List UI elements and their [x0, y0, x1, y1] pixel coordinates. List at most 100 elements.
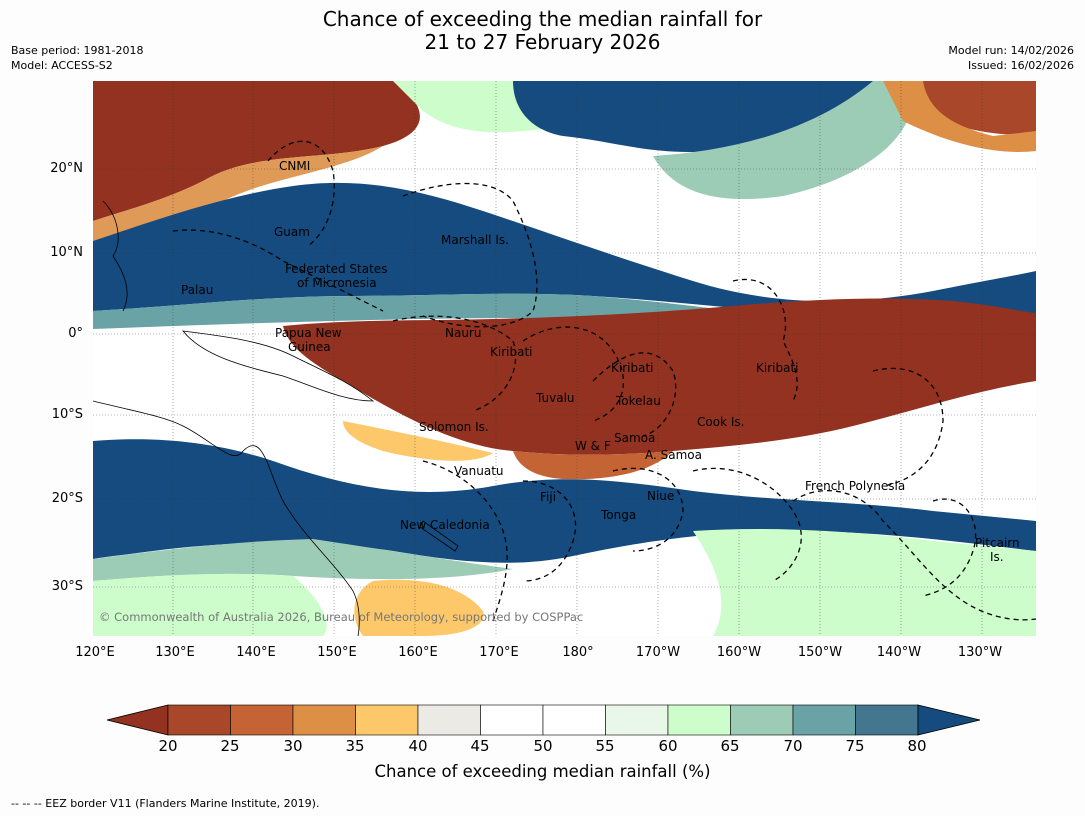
region-label: French Polynesia [805, 479, 905, 493]
title-line-1: Chance of exceeding the median rainfall … [322, 7, 763, 31]
region-label: of Micronesia [297, 276, 377, 290]
region-label: Palau [181, 283, 213, 297]
colorbar-tick: 35 [345, 737, 365, 755]
region-label: Vanuatu [454, 464, 504, 478]
colorbar-extend-high [917, 704, 981, 736]
colorbar-label: Chance of exceeding median rainfall (%) [374, 762, 711, 781]
region-label: Solomon Is. [419, 420, 489, 434]
issued-date: Issued: 16/02/2026 [967, 59, 1074, 72]
region-label: Is. [990, 550, 1004, 564]
region-label: Nauru [445, 326, 481, 340]
region-label: Pitcairn [975, 536, 1020, 550]
eez-footnote: -- -- -- EEZ border V11 (Flanders Marine… [11, 797, 320, 810]
australia-coast [93, 400, 360, 636]
dry-region-north [93, 81, 420, 221]
region-label: Guinea [288, 340, 331, 354]
lon-label: 120°E [75, 645, 115, 660]
eez-borders [172, 140, 1036, 622]
moist-region-north-east [653, 81, 914, 200]
moist-fringe-north [93, 293, 733, 329]
lon-label: 160°E [398, 645, 438, 660]
neutral-band-south [343, 421, 493, 461]
colorbar-tick: 30 [283, 737, 303, 755]
lat-label: 20°N [50, 161, 83, 176]
colorbar-extend-low [106, 704, 169, 736]
colorbar-cell [230, 704, 294, 736]
base-period: Base period: 1981-2018 [11, 44, 144, 57]
wet-band-south [93, 439, 1036, 563]
region-label: Tonga [600, 508, 636, 522]
colorbar-tick: 50 [533, 737, 553, 755]
lon-label: 140°E [236, 645, 276, 660]
metadata-right: Model run: 14/02/2026 Issued: 16/02/2026 [948, 43, 1074, 73]
region-label: Kiribati [490, 345, 532, 359]
colorbar-tick: 25 [220, 737, 240, 755]
lon-label: 150°W [797, 645, 843, 660]
colorbar-tick: 65 [720, 737, 740, 755]
region-label: Guam [274, 225, 310, 239]
lat-label: 10°S [51, 407, 83, 422]
colorbar-cell [292, 704, 356, 736]
region-label: Federated States [285, 262, 387, 276]
colorbar [106, 704, 981, 736]
region-label: Niue [647, 489, 674, 503]
colorbar-cell [792, 704, 856, 736]
region-label: Fiji [540, 490, 556, 504]
region-label: W & F [575, 439, 611, 453]
colorbar-cell [480, 704, 544, 736]
colorbar-cell [542, 704, 606, 736]
lon-label: 160°W [716, 645, 762, 660]
new-caledonia-coast [419, 520, 459, 552]
lat-label: 20°S [51, 491, 83, 506]
new-guinea-coast [182, 330, 375, 402]
region-label: A. Samoa [645, 448, 702, 462]
metadata-left: Base period: 1981-2018 Model: ACCESS-S2 [11, 43, 143, 73]
dry-band-equatorial [283, 298, 1036, 455]
region-label: Cook Is. [697, 415, 744, 429]
lon-label: 170°W [635, 645, 681, 660]
chart-title: Chance of exceeding the median rainfall … [0, 8, 1085, 54]
colorbar-tick: 40 [408, 737, 428, 755]
lat-label: 0° [68, 326, 83, 341]
dry-patch-south [354, 579, 484, 636]
region-label: Papua New [275, 326, 342, 340]
colorbar-cell [730, 704, 794, 736]
graticule [93, 81, 1036, 636]
dry-fringe-north-east [883, 81, 1036, 152]
region-label: Marshall Is. [441, 233, 509, 247]
lon-label: 130°E [155, 645, 195, 660]
copyright-notice: © Commonwealth of Australia 2026, Bureau… [99, 610, 583, 624]
region-label: Samoa [614, 431, 655, 445]
lat-label: 30°S [51, 579, 83, 594]
colorbar-tick: 55 [595, 737, 615, 755]
colorbar-cell [355, 704, 419, 736]
moist-region-south-west [93, 573, 327, 636]
colorbar-cell [605, 704, 669, 736]
lon-label: 130°W [957, 645, 1003, 660]
moist-region-south-east [693, 529, 1036, 636]
colorbar-tick: 80 [907, 737, 927, 755]
colorbar-tick: 20 [158, 737, 178, 755]
lon-label: 150°E [317, 645, 357, 660]
philippines-coast [102, 200, 128, 312]
region-label: Kiribati [756, 361, 798, 375]
model-run: Model run: 14/02/2026 [948, 44, 1074, 57]
region-label: Tokelau [615, 394, 661, 408]
rainfall-map: CNMI Guam Marshall Is. Federated States … [93, 81, 1036, 636]
region-label: Tuvalu [535, 391, 575, 405]
colorbar-tick: 45 [470, 737, 490, 755]
title-line-2: 21 to 27 February 2026 [424, 30, 661, 54]
region-label: CNMI [279, 159, 310, 173]
colorbar-cell [855, 704, 919, 736]
lon-label: 170°E [479, 645, 519, 660]
region-label: New Caledonia [400, 518, 490, 532]
colorbar-cell [667, 704, 731, 736]
colorbar-cell [417, 704, 481, 736]
colorbar-tick: 75 [845, 737, 865, 755]
lon-label: 180° [562, 645, 594, 660]
colorbar-cell [167, 704, 231, 736]
lat-label: 10°N [50, 245, 83, 260]
dry-fringe-equatorial [513, 451, 673, 480]
region-label: Kiribati [611, 361, 653, 375]
colorbar-tick: 70 [783, 737, 803, 755]
